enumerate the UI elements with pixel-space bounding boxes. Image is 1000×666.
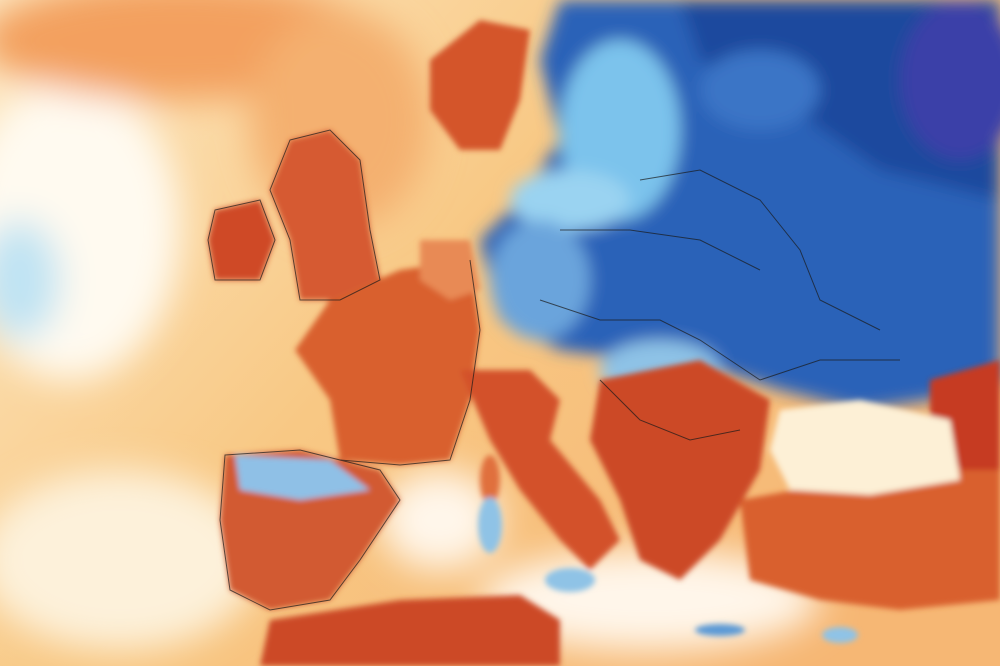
border-line (539, 299, 900, 381)
italy (460, 370, 620, 570)
black-sea (770, 400, 960, 495)
sicily (545, 568, 595, 592)
north-africa (260, 595, 560, 666)
extreme-cold (900, 0, 1000, 160)
corsica (480, 455, 500, 505)
ireland (208, 200, 275, 280)
neutral-area (0, 470, 260, 650)
baltic-sea (510, 170, 630, 230)
cyprus (822, 627, 858, 643)
great-britain (270, 130, 380, 300)
cold-land (700, 50, 820, 130)
borders (207, 129, 900, 611)
iberia-cool (235, 455, 370, 500)
france (295, 260, 480, 465)
coastline (207, 199, 276, 281)
crete (695, 624, 745, 636)
cool-land (490, 220, 590, 340)
cool-area (0, 220, 60, 340)
ocean-field (0, 0, 820, 650)
sardinia (478, 497, 502, 553)
coastline (219, 449, 401, 611)
turkey (740, 470, 1000, 610)
coastline (269, 129, 381, 301)
border-line (560, 229, 761, 271)
norway (430, 20, 530, 150)
border-line (639, 169, 881, 331)
border-line (339, 259, 481, 466)
border-line (599, 379, 741, 441)
cold-region (480, 0, 1000, 410)
warm-land (208, 20, 1000, 666)
mediterranean (380, 470, 500, 570)
benelux (420, 240, 480, 300)
